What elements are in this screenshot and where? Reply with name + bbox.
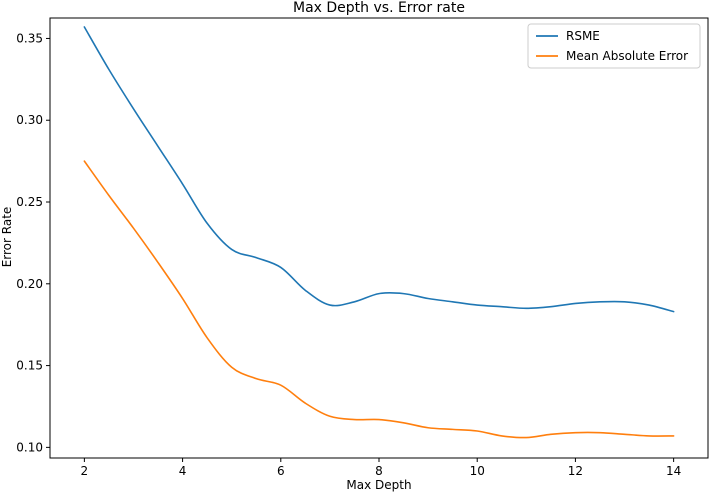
x-tick-label: 14 bbox=[666, 464, 681, 478]
x-tick-label: 6 bbox=[277, 464, 285, 478]
series-line-rsme bbox=[83, 26, 675, 313]
x-tick-label: 2 bbox=[81, 464, 89, 478]
series-line-mean-absolute-error bbox=[83, 160, 675, 439]
plot-area: 2 4 6 8 10 12 14 0.10 0.15 0.20 0.25 0.30 0.35 RSME Me… bbox=[16, 17, 709, 478]
y-tick-label: 0.30 bbox=[16, 113, 43, 127]
y-tick-label: 0.25 bbox=[16, 195, 43, 209]
legend: RSME Mean Absolute Error bbox=[527, 23, 701, 69]
legend-label-rsme: RSME bbox=[566, 29, 600, 43]
x-tick-label: 12 bbox=[568, 464, 583, 478]
y-tick-label: 0.10 bbox=[16, 440, 43, 454]
legend-label-mean-absolute-error: Mean Absolute Error bbox=[566, 49, 688, 63]
x-tick-label: 4 bbox=[179, 464, 187, 478]
x-axis-label: Max Depth bbox=[346, 478, 411, 492]
x-tick-label: 8 bbox=[375, 464, 383, 478]
y-tick-label: 0.35 bbox=[16, 31, 43, 45]
axes-frame bbox=[49, 17, 709, 459]
legend-box bbox=[527, 23, 701, 69]
y-axis-label: Error Rate bbox=[0, 207, 14, 268]
y-tick-label: 0.15 bbox=[16, 359, 43, 373]
x-tick-label: 10 bbox=[470, 464, 485, 478]
y-tick-label: 0.20 bbox=[16, 277, 43, 291]
chart-title: Max Depth vs. Error rate bbox=[293, 0, 465, 16]
